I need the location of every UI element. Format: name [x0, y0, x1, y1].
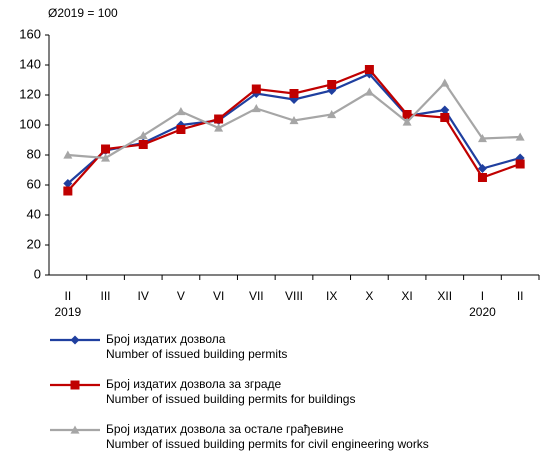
y-tick-label: 100: [19, 116, 41, 131]
x-tick-label: II: [65, 289, 72, 303]
marker: [63, 186, 73, 196]
marker: [138, 140, 148, 149]
y-tick-label: 0: [34, 266, 41, 281]
y-tick-label: 40: [27, 206, 41, 221]
marker: [402, 117, 412, 126]
marker: [70, 335, 80, 345]
marker: [477, 173, 487, 182]
x-tick-label: XII: [437, 289, 452, 303]
marker: [63, 179, 73, 188]
series-line: [67, 68, 521, 192]
legend-label: Number of issued building permits: [106, 347, 287, 361]
marker: [176, 125, 186, 134]
marker: [138, 131, 148, 140]
x-tick-label: III: [101, 289, 111, 303]
marker: [440, 78, 450, 87]
x-sublabel: 2020: [469, 305, 496, 319]
x-sublabel: 2019: [54, 305, 81, 319]
y-tick-label: 20: [27, 236, 41, 251]
marker: [251, 84, 261, 94]
y-tick-label: 80: [27, 146, 41, 161]
marker: [214, 123, 224, 132]
marker: [402, 110, 412, 119]
marker: [327, 110, 337, 119]
marker: [327, 80, 337, 89]
marker: [515, 132, 525, 141]
x-tick-label: V: [177, 289, 185, 303]
marker: [63, 150, 73, 159]
marker: [364, 87, 374, 96]
marker: [101, 144, 111, 154]
legend-label: Number of issued building permits for bu…: [106, 392, 355, 406]
marker: [101, 153, 111, 162]
y-tick-label: 160: [19, 26, 41, 41]
marker: [440, 113, 450, 122]
legend-label: Број издатих дозвола за зграде: [106, 377, 282, 391]
legend-label: Број издатих дозвола за остале грађевине: [106, 422, 344, 436]
x-tick-label: II: [517, 289, 524, 303]
x-tick-label: XI: [401, 289, 412, 303]
x-tick-label: IV: [138, 289, 149, 303]
marker: [70, 425, 80, 434]
marker: [515, 159, 525, 169]
marker: [176, 107, 186, 116]
y-tick-label: 140: [19, 56, 41, 71]
marker: [364, 65, 374, 74]
x-tick-label: VIII: [285, 289, 303, 303]
legend-label: Број издатих дозвола: [106, 332, 226, 346]
x-tick-label: I: [481, 289, 484, 303]
marker: [477, 134, 487, 143]
legend-label: Number of issued building permits for ci…: [106, 437, 429, 451]
y-tick-label: 60: [27, 176, 41, 191]
chart-subtitle: Ø2019 = 100: [48, 6, 118, 20]
x-tick-label: VI: [213, 289, 224, 303]
y-tick-label: 120: [19, 86, 41, 101]
marker: [251, 104, 261, 113]
marker: [440, 105, 450, 115]
marker: [289, 89, 299, 98]
x-tick-label: VII: [249, 289, 264, 303]
x-tick-label: IX: [326, 289, 337, 303]
x-tick-label: X: [365, 289, 373, 303]
marker: [70, 380, 80, 390]
marker: [214, 114, 224, 124]
marker: [289, 116, 299, 125]
marker: [477, 164, 487, 173]
